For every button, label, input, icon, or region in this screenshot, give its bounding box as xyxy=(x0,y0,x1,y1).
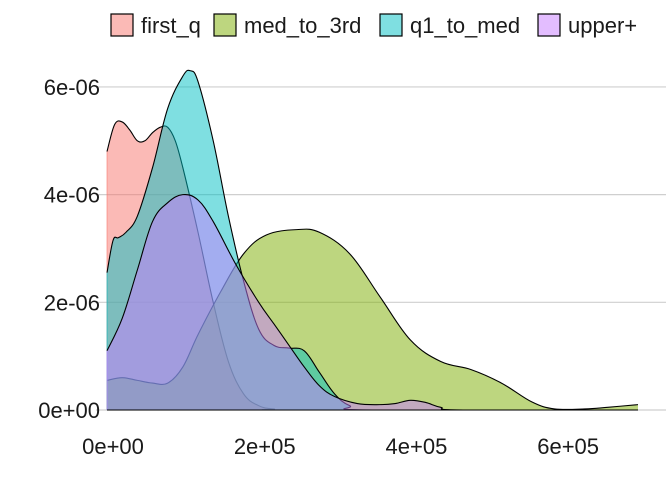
x-tick-label: 6e+05 xyxy=(537,434,599,459)
legend-swatch xyxy=(537,13,561,37)
legend-item-upper+: upper+ xyxy=(537,13,637,38)
legend-label: upper+ xyxy=(568,13,637,38)
legend-label: q1_to_med xyxy=(410,13,520,38)
legend-item-q1_to_med: q1_to_med xyxy=(379,13,520,38)
legend-swatch xyxy=(110,13,134,37)
legend-label: first_q xyxy=(141,13,201,38)
legend-item-first_q: first_q xyxy=(110,13,201,38)
density-outline-upper+ xyxy=(106,193,638,411)
x-tick-label: 4e+05 xyxy=(386,434,448,459)
y-tick-label: 2e-06 xyxy=(44,290,100,315)
density-areas xyxy=(106,69,639,411)
x-tick-label: 0e+00 xyxy=(82,434,144,459)
legend-swatch xyxy=(213,13,237,37)
y-tick-label: 0e+00 xyxy=(38,398,100,423)
x-axis-ticks: 0e+00 2e+05 4e+05 6e+05 xyxy=(82,434,599,459)
legend-label: med_to_3rd xyxy=(244,13,361,38)
x-tick-label: 2e+05 xyxy=(234,434,296,459)
y-tick-label: 6e-06 xyxy=(44,75,100,100)
density-area-upper+ xyxy=(107,194,638,410)
y-axis-ticks: 0e+00 2e-06 4e-06 6e-06 xyxy=(38,75,100,423)
y-tick-label: 4e-06 xyxy=(44,183,100,208)
legend: first_q med_to_3rd q1_to_med upper+ xyxy=(110,13,637,38)
legend-swatch xyxy=(379,13,403,37)
legend-item-med_to_3rd: med_to_3rd xyxy=(213,13,361,38)
